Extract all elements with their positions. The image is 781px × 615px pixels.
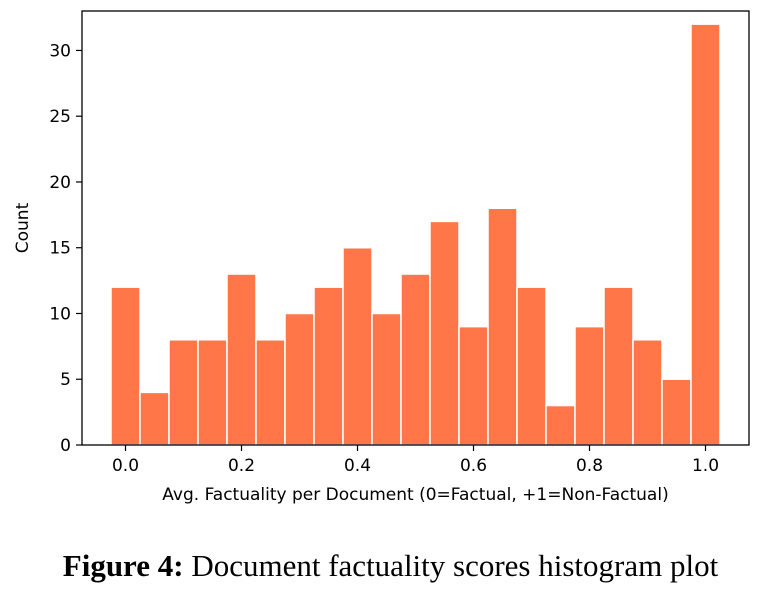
figure-caption-text: Document factuality scores histogram plo… <box>183 548 719 583</box>
y-axis-label: Count <box>13 202 33 253</box>
x-tick-label: 0.0 <box>112 456 139 476</box>
y-tick-label: 10 <box>49 304 71 324</box>
histogram-bar <box>545 404 576 446</box>
x-tick-label: 1.0 <box>692 456 719 476</box>
histogram-bar <box>690 23 721 446</box>
histogram-bar <box>632 339 663 446</box>
histogram-bar <box>168 339 199 446</box>
y-tick-label: 30 <box>49 41 71 61</box>
y-tick-label: 20 <box>49 173 71 193</box>
histogram-bar <box>110 286 141 446</box>
y-tick-label: 5 <box>60 370 71 390</box>
histogram-bar <box>661 378 692 446</box>
x-tick-label: 0.2 <box>228 456 255 476</box>
histogram-bar <box>603 286 634 446</box>
x-tick-label: 0.4 <box>344 456 371 476</box>
histogram-bar <box>342 246 373 446</box>
histogram-bar <box>284 312 315 446</box>
plot-frame <box>81 10 750 446</box>
figure-caption: Figure 4: Document factuality scores his… <box>0 548 781 584</box>
x-tick-label: 0.6 <box>460 456 487 476</box>
histogram-bar <box>371 312 402 446</box>
histogram-chart: 0.0 0.2 0.4 0.6 0.8 1.0 0 5 10 15 20 25 30 Avg. Fac… <box>13 10 750 505</box>
histogram-bar <box>458 325 489 446</box>
histogram-bar <box>226 273 257 446</box>
figure-label: Figure 4: <box>62 548 184 583</box>
histogram-bar <box>429 220 460 446</box>
histogram-bar <box>400 273 431 446</box>
histogram-bar <box>197 339 228 446</box>
histogram-bar <box>574 325 605 446</box>
y-tick-label: 0 <box>60 436 71 456</box>
x-axis-label: Avg. Factuality per Document (0=Factual,… <box>162 485 668 505</box>
histogram-bar <box>516 286 547 446</box>
y-tick-label: 15 <box>49 239 71 259</box>
y-axis-ticks: 0 5 10 15 20 25 30 <box>49 41 82 456</box>
y-tick-label: 25 <box>49 107 71 127</box>
histogram-bar <box>255 339 286 446</box>
histogram-bar <box>487 207 518 446</box>
histogram-bars <box>110 23 721 446</box>
x-axis-ticks: 0.0 0.2 0.4 0.6 0.8 1.0 <box>112 445 719 476</box>
x-tick-label: 0.8 <box>576 456 603 476</box>
histogram-bar <box>313 286 344 446</box>
histogram-bar <box>139 391 170 446</box>
